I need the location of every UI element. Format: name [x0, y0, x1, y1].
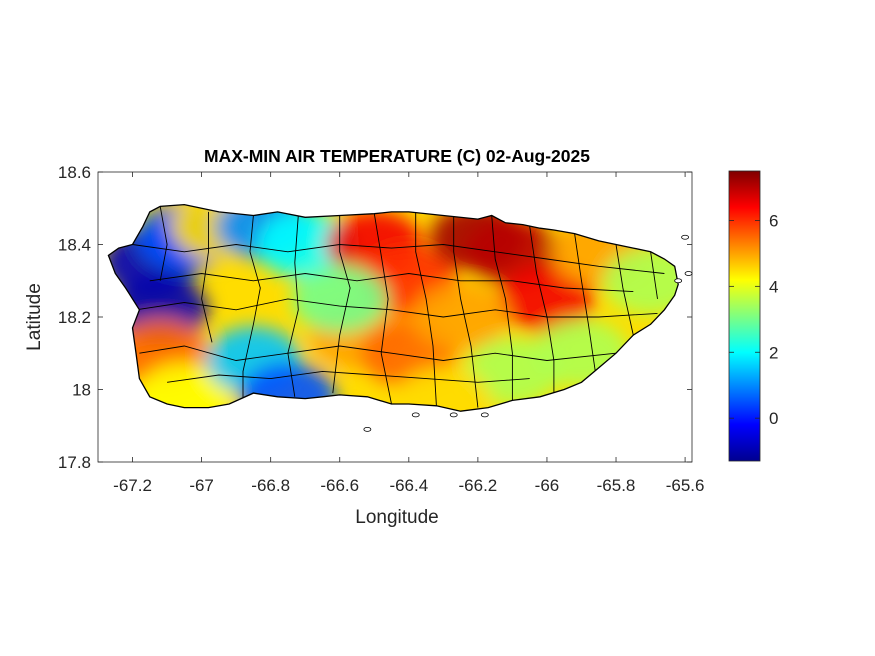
- y-axis-label: Latitude: [24, 283, 45, 351]
- x-tick-label: -65.8: [597, 476, 636, 495]
- islet: [684, 271, 693, 276]
- x-tick-label: -65.6: [666, 476, 705, 495]
- municipality-border: [287, 215, 299, 397]
- municipality-border: [135, 298, 658, 318]
- x-axis: -67.2 -67 -66.8 -66.6 -66.4 -66.2 -66 -65.8 -65.…: [113, 172, 704, 495]
- municipality-border: [332, 215, 351, 394]
- field-sample: [257, 210, 354, 279]
- islet: [674, 278, 683, 284]
- municipality-border: [132, 244, 665, 274]
- colorbar-tick-label: 2: [769, 343, 778, 362]
- chart-title: MAX-MIN AIR TEMPERATURE (C) 02-Aug-2025: [204, 146, 590, 166]
- islet: [480, 412, 489, 418]
- islet: [363, 426, 372, 432]
- y-tick-label: 18.2: [58, 308, 91, 327]
- municipality-border: [159, 206, 168, 281]
- x-tick-label: -66.8: [251, 476, 290, 495]
- islet: [681, 234, 689, 240]
- islets: [363, 234, 693, 432]
- field-sample: [412, 283, 509, 351]
- y-tick-label: 18.4: [58, 236, 91, 255]
- colorbar-ticks: 0 2 4 6: [729, 211, 778, 428]
- colorbar-tick-label: 4: [769, 277, 778, 296]
- municipality-border: [650, 251, 658, 299]
- municipality-border: [167, 370, 530, 383]
- municipality-border: [491, 215, 513, 401]
- islet: [449, 412, 458, 418]
- municipality-border: [201, 211, 213, 343]
- municipality-border: [373, 213, 392, 405]
- x-tick-label: -66.4: [389, 476, 428, 495]
- municipality-border: [415, 211, 437, 406]
- field-sample: [239, 362, 336, 412]
- municipality-border: [139, 345, 617, 361]
- field-sample: [291, 264, 388, 333]
- x-tick-label: -66.2: [459, 476, 498, 495]
- field-sample: [136, 362, 233, 412]
- colorbar: [728, 170, 761, 462]
- municipality-border: [149, 273, 634, 293]
- x-axis-label: Longitude: [355, 507, 438, 528]
- y-tick-label: 18: [72, 381, 91, 400]
- municipality-border: [574, 233, 596, 372]
- x-tick-label: -67.2: [113, 476, 152, 495]
- municipality-border: [453, 215, 479, 408]
- municipality-borders: [132, 206, 665, 408]
- x-tick-label: -67: [189, 476, 214, 495]
- y-tick-label: 18.6: [58, 163, 91, 182]
- colorbar-tick-label: 0: [769, 409, 778, 428]
- y-tick-label: 17.8: [58, 453, 91, 472]
- colorbar-tick-label: 6: [769, 211, 778, 230]
- x-tick-label: -66.6: [320, 476, 359, 495]
- y-axis: 17.8 18 18.2 18.4 18.6: [58, 163, 692, 472]
- island-outline: [107, 203, 679, 412]
- municipality-border: [615, 244, 634, 336]
- x-tick-label: -66: [535, 476, 560, 495]
- islet: [411, 412, 420, 418]
- field-sample: [395, 366, 492, 412]
